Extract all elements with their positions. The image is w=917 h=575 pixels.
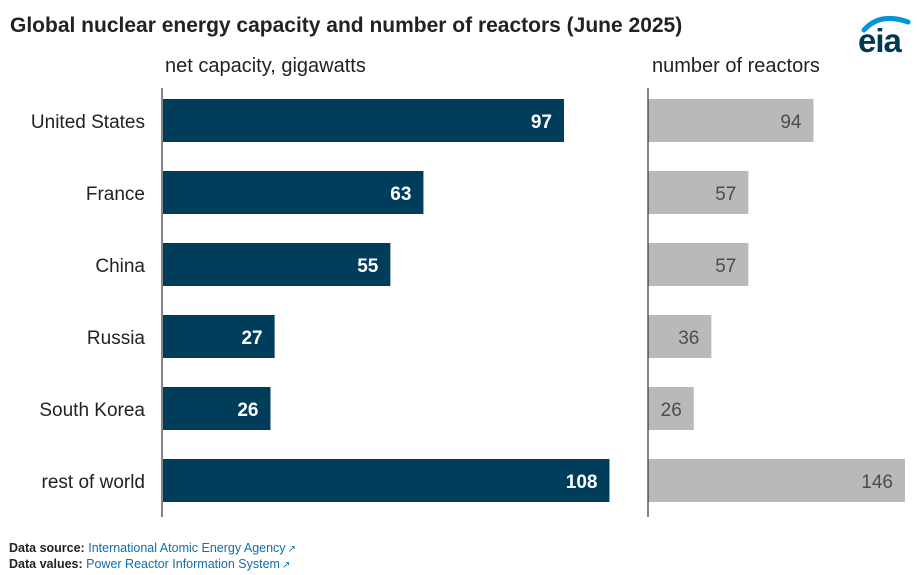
reactors-value-label: 146 — [861, 472, 893, 493]
capacity-bar — [163, 387, 271, 430]
capacity-bar — [163, 315, 275, 358]
reactors-value-label: 94 — [780, 112, 802, 133]
capacity-bar — [163, 243, 391, 286]
external-link-icon: ↗ — [287, 544, 296, 555]
capacity-value-label: 26 — [237, 400, 258, 421]
reactors-bar — [648, 243, 749, 286]
reactors-bar — [648, 171, 749, 214]
capacity-value-label: 63 — [390, 184, 411, 205]
reactors-value-label: 57 — [715, 184, 736, 205]
chart-title: Global nuclear energy capacity and numbe… — [10, 14, 683, 37]
data-source-link[interactable]: International Atomic Energy Agency — [88, 541, 286, 555]
data-values-label: Data values: — [9, 557, 83, 571]
capacity-bar — [163, 459, 610, 502]
data-source-label: Data source: — [9, 541, 85, 555]
category-label: South Korea — [39, 400, 145, 421]
reactors-panel: number of reactors 94 57 57 36 26 146 — [647, 55, 905, 517]
reactors-bar — [648, 99, 814, 142]
capacity-panel: net capacity, gigawatts United States 97 Fr… — [31, 55, 610, 517]
capacity-value-label: 55 — [357, 256, 379, 277]
reactors-value-label: 57 — [715, 256, 736, 277]
reactors-value-label: 26 — [661, 400, 682, 421]
data-values-line: Data values: Power Reactor Information S… — [9, 557, 290, 571]
capacity-bar — [163, 171, 424, 214]
data-source-line: Data source: International Atomic Energy… — [9, 541, 296, 555]
capacity-value-label: 97 — [531, 112, 552, 133]
reactors-panel-title: number of reactors — [652, 55, 820, 77]
capacity-value-label: 108 — [566, 472, 598, 493]
capacity-value-label: 27 — [241, 328, 262, 349]
category-label: China — [95, 256, 145, 277]
reactors-bar — [648, 387, 694, 430]
nuclear-chart: net capacity, gigawatts United States 97 Fr… — [31, 55, 905, 517]
category-label: United States — [31, 112, 145, 133]
capacity-panel-title: net capacity, gigawatts — [165, 55, 366, 77]
category-label: rest of world — [42, 472, 145, 493]
category-label: France — [86, 184, 145, 205]
reactors-bar — [648, 315, 712, 358]
external-link-icon: ↗ — [281, 560, 291, 571]
capacity-bar — [163, 99, 564, 142]
eia-logo-icon — [861, 15, 911, 33]
category-label: Russia — [87, 328, 146, 349]
reactors-value-label: 36 — [678, 328, 699, 349]
data-values-link[interactable]: Power Reactor Information System — [86, 557, 280, 571]
reactors-bar — [648, 459, 905, 502]
eia-logo-text: eia — [858, 22, 902, 59]
